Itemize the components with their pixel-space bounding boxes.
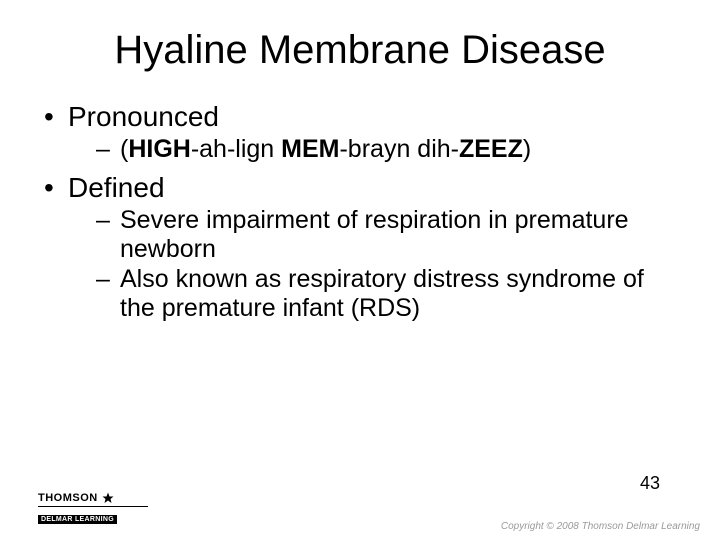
stress-3: ZEEZ <box>459 135 523 163</box>
copyright-text: Copyright © 2008 Thomson Delmar Learning <box>501 521 700 532</box>
slide: Hyaline Membrane Disease Pronounced (HIG… <box>0 0 720 540</box>
brand-top-text: THOMSON <box>38 492 98 504</box>
bullet-label: Pronounced <box>68 101 219 132</box>
bullet-label: Defined <box>68 172 165 203</box>
bullet-list: Pronounced (HIGH-ah-lign MEM-brayn dih-Z… <box>40 101 680 323</box>
rest-2: -brayn dih- <box>339 135 459 163</box>
rest-1: -ah-lign <box>191 135 281 163</box>
pronunciation-line: (HIGH-ah-lign MEM-brayn dih-ZEEZ) <box>68 135 680 164</box>
footer: THOMSON DELMAR LEARNING Copyright © 2008… <box>0 490 720 540</box>
definition-line-2: Also known as respiratory distress syndr… <box>68 265 680 323</box>
brand-bottom-box: DELMAR LEARNING <box>38 515 117 524</box>
brand-top-row: THOMSON <box>38 492 148 504</box>
sub-list: (HIGH-ah-lign MEM-brayn dih-ZEEZ) <box>68 135 680 164</box>
star-icon <box>102 492 114 504</box>
paren-close: ) <box>523 135 531 163</box>
stress-2: MEM <box>281 135 339 163</box>
publisher-logo: THOMSON DELMAR LEARNING <box>38 492 148 526</box>
bullet-defined: Defined Severe impairment of respiration… <box>40 172 680 323</box>
stress-1: HIGH <box>128 135 191 163</box>
logo-divider <box>38 506 148 507</box>
bullet-pronounced: Pronounced (HIGH-ah-lign MEM-brayn dih-Z… <box>40 101 680 164</box>
sub-list: Severe impairment of respiration in prem… <box>68 206 680 323</box>
slide-title: Hyaline Membrane Disease <box>40 28 680 73</box>
definition-line-1: Severe impairment of respiration in prem… <box>68 206 680 264</box>
